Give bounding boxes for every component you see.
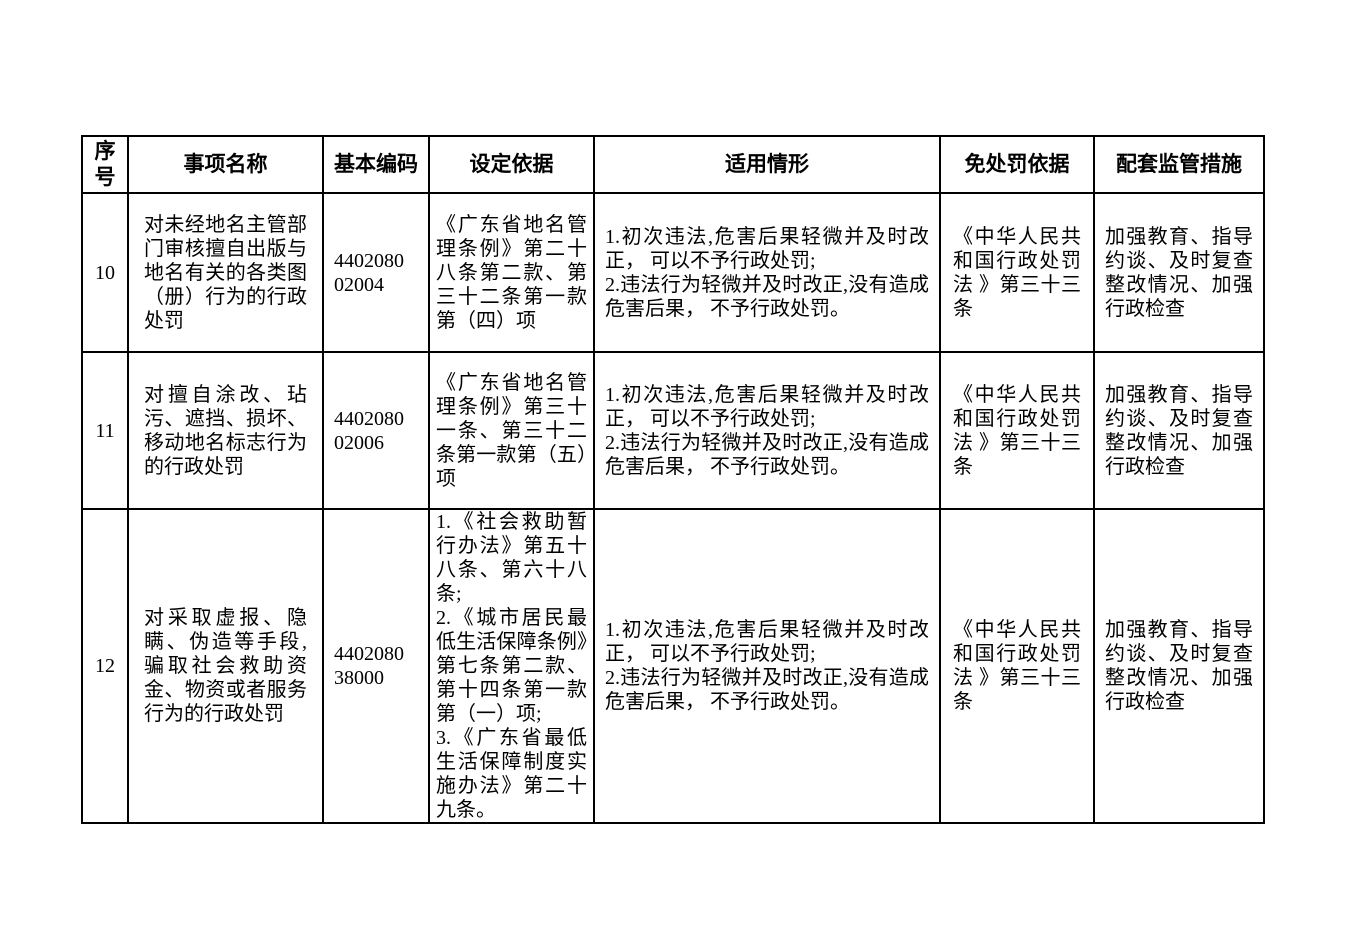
header-basic-code: 基本编码	[322, 135, 430, 194]
cell-item-name: 对擅自涂改、玷污、遮挡、损坏、移动地名标志行为的行政处罚	[127, 351, 324, 510]
cell-exemption-basis: 《中华人民共和国行政处罚法 》第三十三条	[939, 192, 1095, 353]
cell-basic-code: 4402080 02006	[322, 351, 430, 510]
cell-item-name: 对未经地名主管部门审核擅自出版与地名有关的各类图（册）行为的行政处罚	[127, 192, 324, 353]
header-exemption-basis: 免处罚依据	[939, 135, 1095, 194]
cell-item-name: 对采取虚报、隐瞒、伪造等手段,骗取社会救助资金、物资或者服务行为的行政处罚	[127, 508, 324, 824]
cell-seq-number: 11	[81, 351, 129, 510]
cell-seq-number: 10	[81, 192, 129, 353]
cell-supervision-measures: 加强教育、指导约谈、及时复查整改情况、加强行政检查	[1093, 508, 1265, 824]
table-row: 10 对未经地名主管部门审核擅自出版与地名有关的各类图（册）行为的行政处罚 44…	[81, 192, 1265, 353]
cell-seq-number: 12	[81, 508, 129, 824]
header-setting-basis: 设定依据	[428, 135, 595, 194]
header-item-name: 事项名称	[127, 135, 324, 194]
cell-setting-basis: 《广东省地名管理条例》第三十一条、第三十二条第一款第（五）项	[428, 351, 595, 510]
cell-setting-basis: 1.《社会救助暂行办法》第五十八条、第六十八条; 2.《城市居民最低生活保障条例…	[428, 508, 595, 824]
cell-applicable-situations: 1.初次违法,危害后果轻微并及时改正， 可以不予行政处罚; 2.违法行为轻微并及…	[593, 508, 941, 824]
header-seq-number: 序号	[81, 135, 129, 194]
penalty-matters-table: 序号 事项名称 基本编码 设定依据 适用情形 免处罚依据 配套监管措施 10 对…	[81, 135, 1265, 824]
cell-supervision-measures: 加强教育、指导约谈、及时复查整改情况、加强行政检查	[1093, 351, 1265, 510]
header-row: 序号 事项名称 基本编码 设定依据 适用情形 免处罚依据 配套监管措施	[81, 135, 1265, 194]
header-supervision-measures: 配套监管措施	[1093, 135, 1265, 194]
table-row: 12 对采取虚报、隐瞒、伪造等手段,骗取社会救助资金、物资或者服务行为的行政处罚…	[81, 508, 1265, 824]
cell-setting-basis: 《广东省地名管理条例》第二十八条第二款、第三十二条第一款第（四）项	[428, 192, 595, 353]
cell-exemption-basis: 《中华人民共和国行政处罚法 》第三十三条	[939, 508, 1095, 824]
cell-applicable-situations: 1.初次违法,危害后果轻微并及时改正， 可以不予行政处罚; 2.违法行为轻微并及…	[593, 351, 941, 510]
header-applicable-situations: 适用情形	[593, 135, 941, 194]
cell-supervision-measures: 加强教育、指导约谈、及时复查整改情况、加强行政检查	[1093, 192, 1265, 353]
cell-basic-code: 4402080 02004	[322, 192, 430, 353]
cell-basic-code: 4402080 38000	[322, 508, 430, 824]
cell-exemption-basis: 《中华人民共和国行政处罚法 》第三十三条	[939, 351, 1095, 510]
cell-applicable-situations: 1.初次违法,危害后果轻微并及时改正， 可以不予行政处罚; 2.违法行为轻微并及…	[593, 192, 941, 353]
table-row: 11 对擅自涂改、玷污、遮挡、损坏、移动地名标志行为的行政处罚 4402080 …	[81, 351, 1265, 510]
